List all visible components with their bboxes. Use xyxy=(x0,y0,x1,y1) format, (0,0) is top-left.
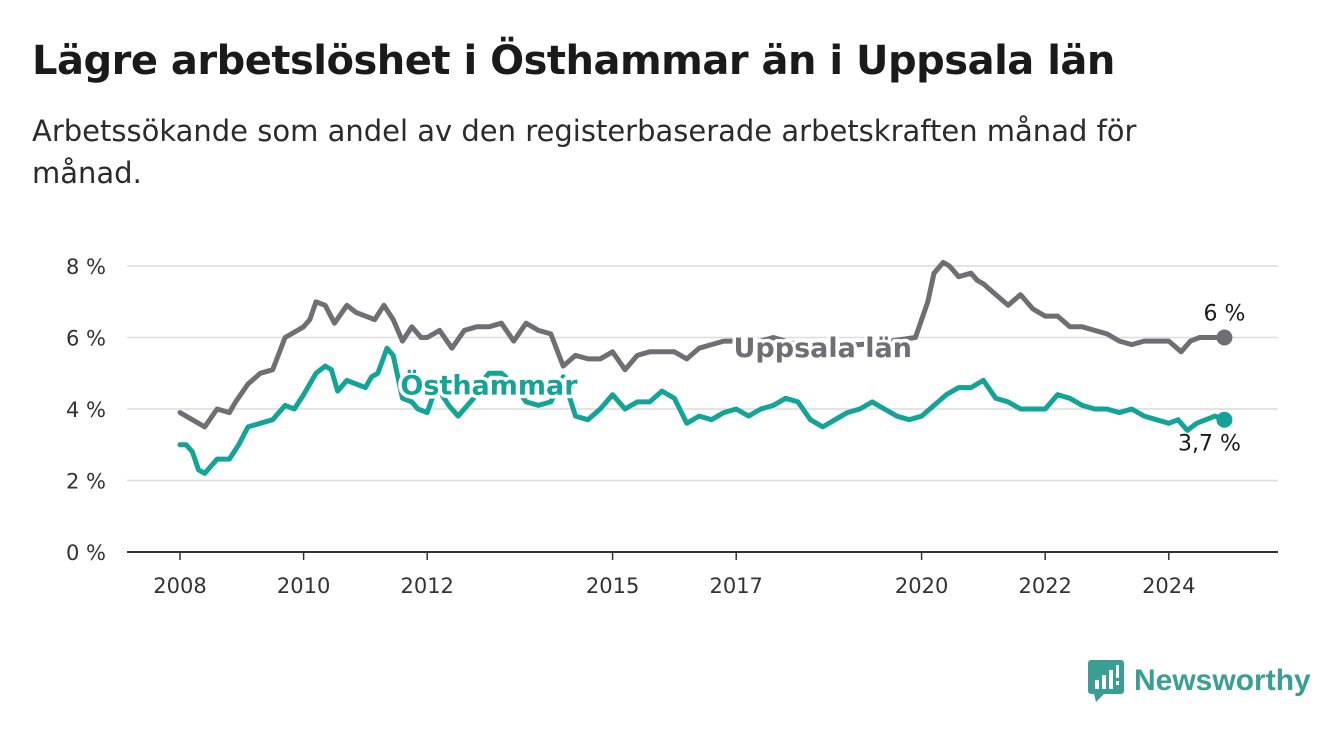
x-tick-label: 2022 xyxy=(1018,574,1071,598)
x-tick-label: 2020 xyxy=(895,574,948,598)
page-subtitle: Arbetssökande som andel av den registerb… xyxy=(32,114,1137,190)
series-line-0 xyxy=(177,259,1227,430)
y-tick-label: 0 % xyxy=(66,541,106,565)
y-tick-label: 2 % xyxy=(66,470,106,494)
series-end-label-1: 3,7 % xyxy=(1178,432,1241,457)
series-end-marker-0 xyxy=(1216,329,1233,346)
series-end-label-0: 6 % xyxy=(1203,302,1245,327)
series-label-1: Östhammar xyxy=(400,369,578,402)
y-tick-label: 8 % xyxy=(66,255,106,279)
x-tick-label: 2010 xyxy=(277,574,330,598)
label-layer: 6 % 3,7 % Uppsala län Östhammar xyxy=(397,302,1245,457)
series-label-0: Uppsala län xyxy=(733,333,911,364)
grid-layer xyxy=(127,265,1278,482)
bar-chart-logo-icon xyxy=(1088,660,1124,702)
brand-name: Newsworthy xyxy=(1134,664,1311,697)
x-tick-label: 2015 xyxy=(586,574,639,598)
x-tick-label: 2017 xyxy=(709,574,762,598)
x-tick-label: 2024 xyxy=(1142,574,1195,598)
series-line-1 xyxy=(177,345,1227,476)
series-end-marker-1 xyxy=(1216,411,1233,428)
series-layer xyxy=(177,259,1233,476)
x-tick-label: 2008 xyxy=(153,574,206,598)
page-title: Lägre arbetslöshet i Östhammar än i Upps… xyxy=(32,38,1115,84)
x-tick-label: 2012 xyxy=(400,574,453,598)
brand-logo: Newsworthy xyxy=(1088,660,1311,702)
y-tick-label: 6 % xyxy=(66,327,106,351)
axis-layer: 0 % 2 % 4 % 6 % 8 % 2008 2010 2012 2015 2017 2020 2… xyxy=(66,255,1278,598)
y-tick-label: 4 % xyxy=(66,398,106,422)
